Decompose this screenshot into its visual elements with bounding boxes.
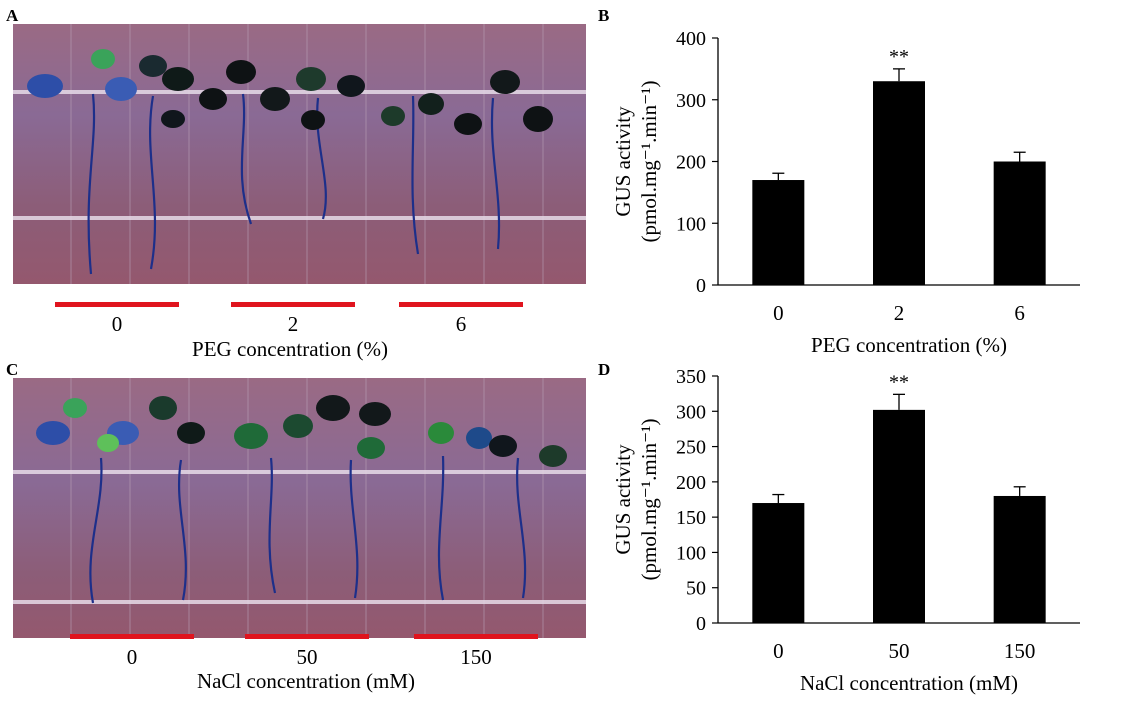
red-marker-peg-6: [399, 302, 523, 307]
photo-x-title: PEG concentration (%): [192, 337, 388, 361]
y-axis-title-line1: GUS activity: [611, 106, 635, 217]
red-marker-nacl-0: [70, 634, 194, 639]
panel-letter-c: C: [6, 360, 19, 379]
y-tick-label: 250: [676, 437, 706, 459]
panel-letter-b: B: [598, 6, 610, 25]
red-marker-nacl-50: [245, 634, 369, 639]
condition-label: 150: [460, 645, 492, 669]
x-tick-label: 50: [889, 639, 910, 663]
panel-letter-d: D: [598, 360, 611, 379]
x-tick-label: 0: [773, 639, 784, 663]
panel-letter-a: A: [6, 6, 19, 25]
seedling-photo-peg: [13, 24, 586, 284]
y-axis-title-line2: (pmol.mg⁻¹.min⁻¹): [637, 419, 661, 581]
bar-chart-peg: 0 100 200 300 400 0 ** 2 6 PEG concentration (%) G…: [611, 28, 1080, 357]
red-marker-nacl-150: [414, 634, 538, 639]
significance-mark: **: [889, 371, 909, 393]
x-tick-label: 2: [894, 301, 905, 325]
condition-label: 6: [455, 312, 467, 336]
x-axis-title: NaCl concentration (mM): [800, 671, 1018, 695]
bar: [752, 503, 805, 623]
y-tick-label: 100: [676, 542, 706, 564]
y-tick-label: 0: [696, 275, 706, 297]
condition-label: 50: [296, 645, 318, 669]
x-tick-label: 0: [773, 301, 784, 325]
y-tick-label: 100: [676, 213, 706, 235]
bar: [993, 495, 1046, 623]
y-axis-title-line2: (pmol.mg⁻¹.min⁻¹): [637, 81, 661, 243]
y-tick-label: 350: [676, 366, 706, 388]
x-axis-title: PEG concentration (%): [811, 333, 1007, 357]
bar: [752, 180, 805, 285]
y-axis-title-line1: GUS activity: [611, 444, 635, 555]
y-tick-label: 150: [676, 507, 706, 529]
y-tick-label: 0: [696, 613, 706, 635]
y-tick-label: 50: [686, 578, 706, 600]
x-tick-label: 6: [1014, 301, 1025, 325]
seedling-photo-nacl: [13, 378, 586, 638]
photo-x-title: NaCl concentration (mM): [196, 669, 416, 693]
bar-chart-nacl: 0 50 100 150 200 250 300 350 0 ** 50 150 NaCl concen…: [611, 366, 1080, 695]
red-marker-peg-2: [231, 302, 355, 307]
y-tick-label: 200: [676, 152, 706, 174]
significance-mark: **: [889, 46, 909, 68]
x-tick-label: 150: [1004, 639, 1036, 663]
condition-label: 0: [126, 645, 138, 669]
bar: [993, 161, 1046, 285]
y-tick-label: 200: [676, 472, 706, 494]
condition-label: 2: [287, 312, 299, 336]
y-tick-label: 300: [676, 401, 706, 423]
condition-label: 0: [111, 312, 123, 336]
bar: [873, 409, 925, 623]
y-tick-label: 400: [676, 28, 706, 50]
y-tick-label: 300: [676, 90, 706, 112]
bar: [873, 81, 925, 285]
red-marker-peg-0: [55, 302, 179, 307]
